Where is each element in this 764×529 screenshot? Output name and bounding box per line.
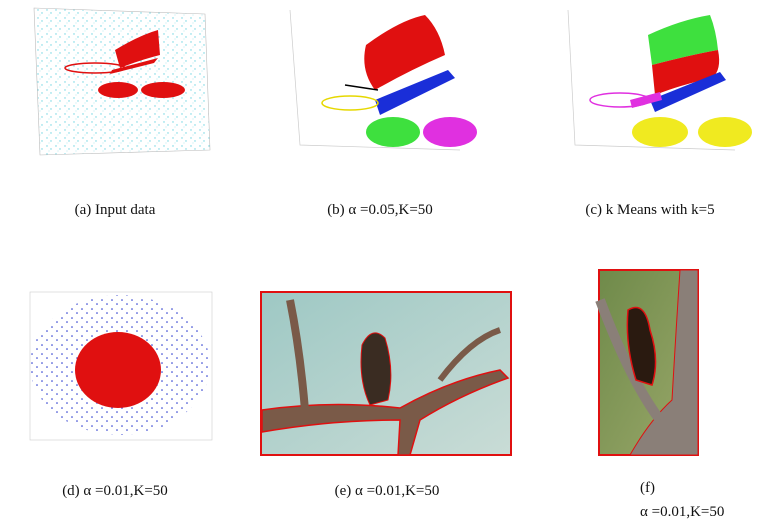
panel-f-image [599, 270, 698, 455]
caption: (b) α =0.05,K=50 [290, 202, 470, 219]
yellow-blob [698, 117, 752, 147]
red-blob [98, 82, 138, 98]
yellow-ring [322, 96, 378, 110]
red-blob [141, 82, 185, 98]
caption: (c) k Means with k=5 [560, 202, 740, 219]
caption: α =0.01,K=50 [640, 504, 724, 521]
caption: (d) α =0.01,K=50 [25, 483, 205, 500]
page: {"figure": {"panels": [ {"caption": "(a)… [0, 0, 764, 529]
plot-box [34, 8, 210, 155]
figure [0, 0, 764, 529]
red-cluster [75, 332, 161, 408]
caption: (e) α =0.01,K=50 [297, 483, 477, 500]
panel-c-image [568, 10, 752, 150]
panel-a-image [34, 8, 210, 155]
panel-b-image [290, 10, 477, 150]
caption: (f) [640, 480, 655, 497]
panel-e-image [261, 292, 511, 455]
magenta-blob [423, 117, 477, 147]
panel-d-image [30, 292, 212, 440]
green-blob [366, 117, 420, 147]
bird [361, 333, 391, 405]
yellow-blob [632, 117, 688, 147]
caption: (a) Input data [40, 202, 190, 219]
